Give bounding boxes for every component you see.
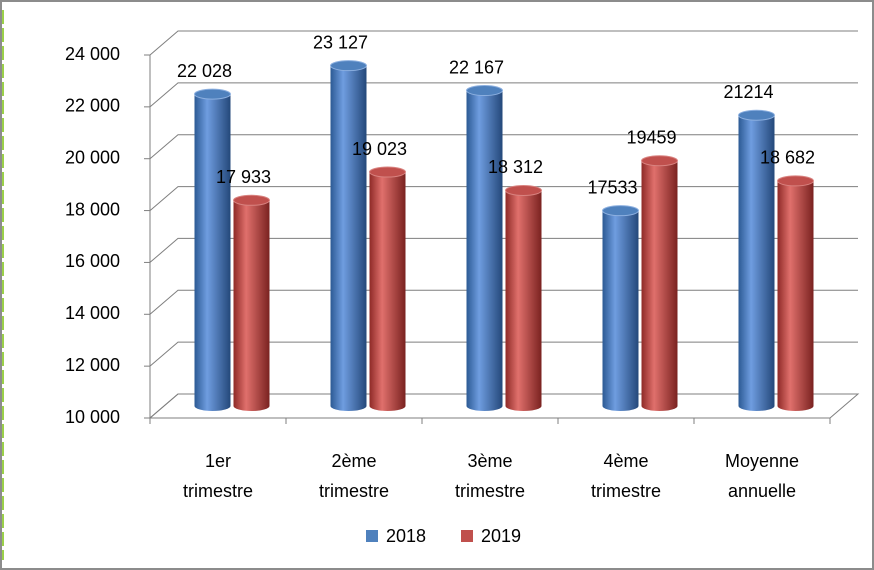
x-tick-label: 3ème trimestre (455, 451, 525, 501)
y-tick-label: 22 000 (65, 96, 120, 116)
bar (777, 175, 814, 412)
grid-line (149, 134, 858, 160)
bar (330, 60, 367, 412)
bar-top (505, 184, 542, 196)
bar-body (641, 160, 678, 412)
grid-line (149, 82, 858, 108)
y-tick-label: 10 000 (65, 407, 120, 427)
bar-body (777, 180, 814, 412)
value-label: 18 312 (488, 157, 543, 177)
bar-body (738, 115, 775, 412)
legend-label: 2019 (481, 526, 521, 546)
bar-top (369, 166, 406, 178)
bar-top (777, 175, 814, 187)
bar-top (641, 155, 678, 167)
legend-swatch (366, 530, 378, 542)
y-tick-label: 12 000 (65, 355, 120, 375)
x-tick-label: 1er trimestre (183, 451, 253, 501)
bar-top (738, 109, 775, 121)
bar-top (233, 194, 270, 206)
value-label: 19459 (626, 127, 676, 147)
y-tick-label: 20 000 (65, 147, 120, 167)
bar-top (194, 88, 231, 100)
y-tick-label: 18 000 (65, 199, 120, 219)
x-tick-label: 2ème trimestre (319, 451, 389, 501)
bar-top (602, 205, 639, 217)
bar-body (233, 200, 270, 412)
grid-line (149, 30, 858, 56)
bar (369, 166, 406, 412)
legend-swatch (461, 530, 473, 542)
value-label: 23 127 (313, 32, 368, 52)
bar (641, 155, 678, 412)
x-tick-label: 4ème trimestre (591, 451, 661, 501)
bar (505, 184, 542, 412)
bar-top (330, 60, 367, 72)
bar (602, 205, 639, 412)
bar (466, 85, 503, 412)
x-tick-label: Moyenne annuelle (725, 451, 799, 501)
value-label: 17 933 (216, 167, 271, 187)
bar (738, 109, 775, 412)
value-label: 19 023 (352, 139, 407, 159)
value-label: 17533 (587, 177, 637, 197)
value-label: 18 682 (760, 148, 815, 168)
bar-body (466, 90, 503, 412)
legend-label: 2018 (386, 526, 426, 546)
bar-top (466, 85, 503, 97)
bar-body (194, 94, 231, 412)
y-tick-label: 16 000 (65, 251, 120, 271)
bar (194, 88, 231, 412)
bar-body (505, 190, 542, 412)
bar-body (330, 65, 367, 412)
y-tick-label: 14 000 (65, 303, 120, 323)
bar-body (369, 172, 406, 412)
value-label: 21214 (723, 82, 773, 102)
grid-line (149, 186, 858, 211)
value-label: 22 028 (177, 61, 232, 81)
value-label: 22 167 (449, 57, 504, 77)
y-tick-label: 24 000 (65, 44, 120, 64)
bar-body (602, 210, 639, 412)
bar (233, 194, 270, 412)
